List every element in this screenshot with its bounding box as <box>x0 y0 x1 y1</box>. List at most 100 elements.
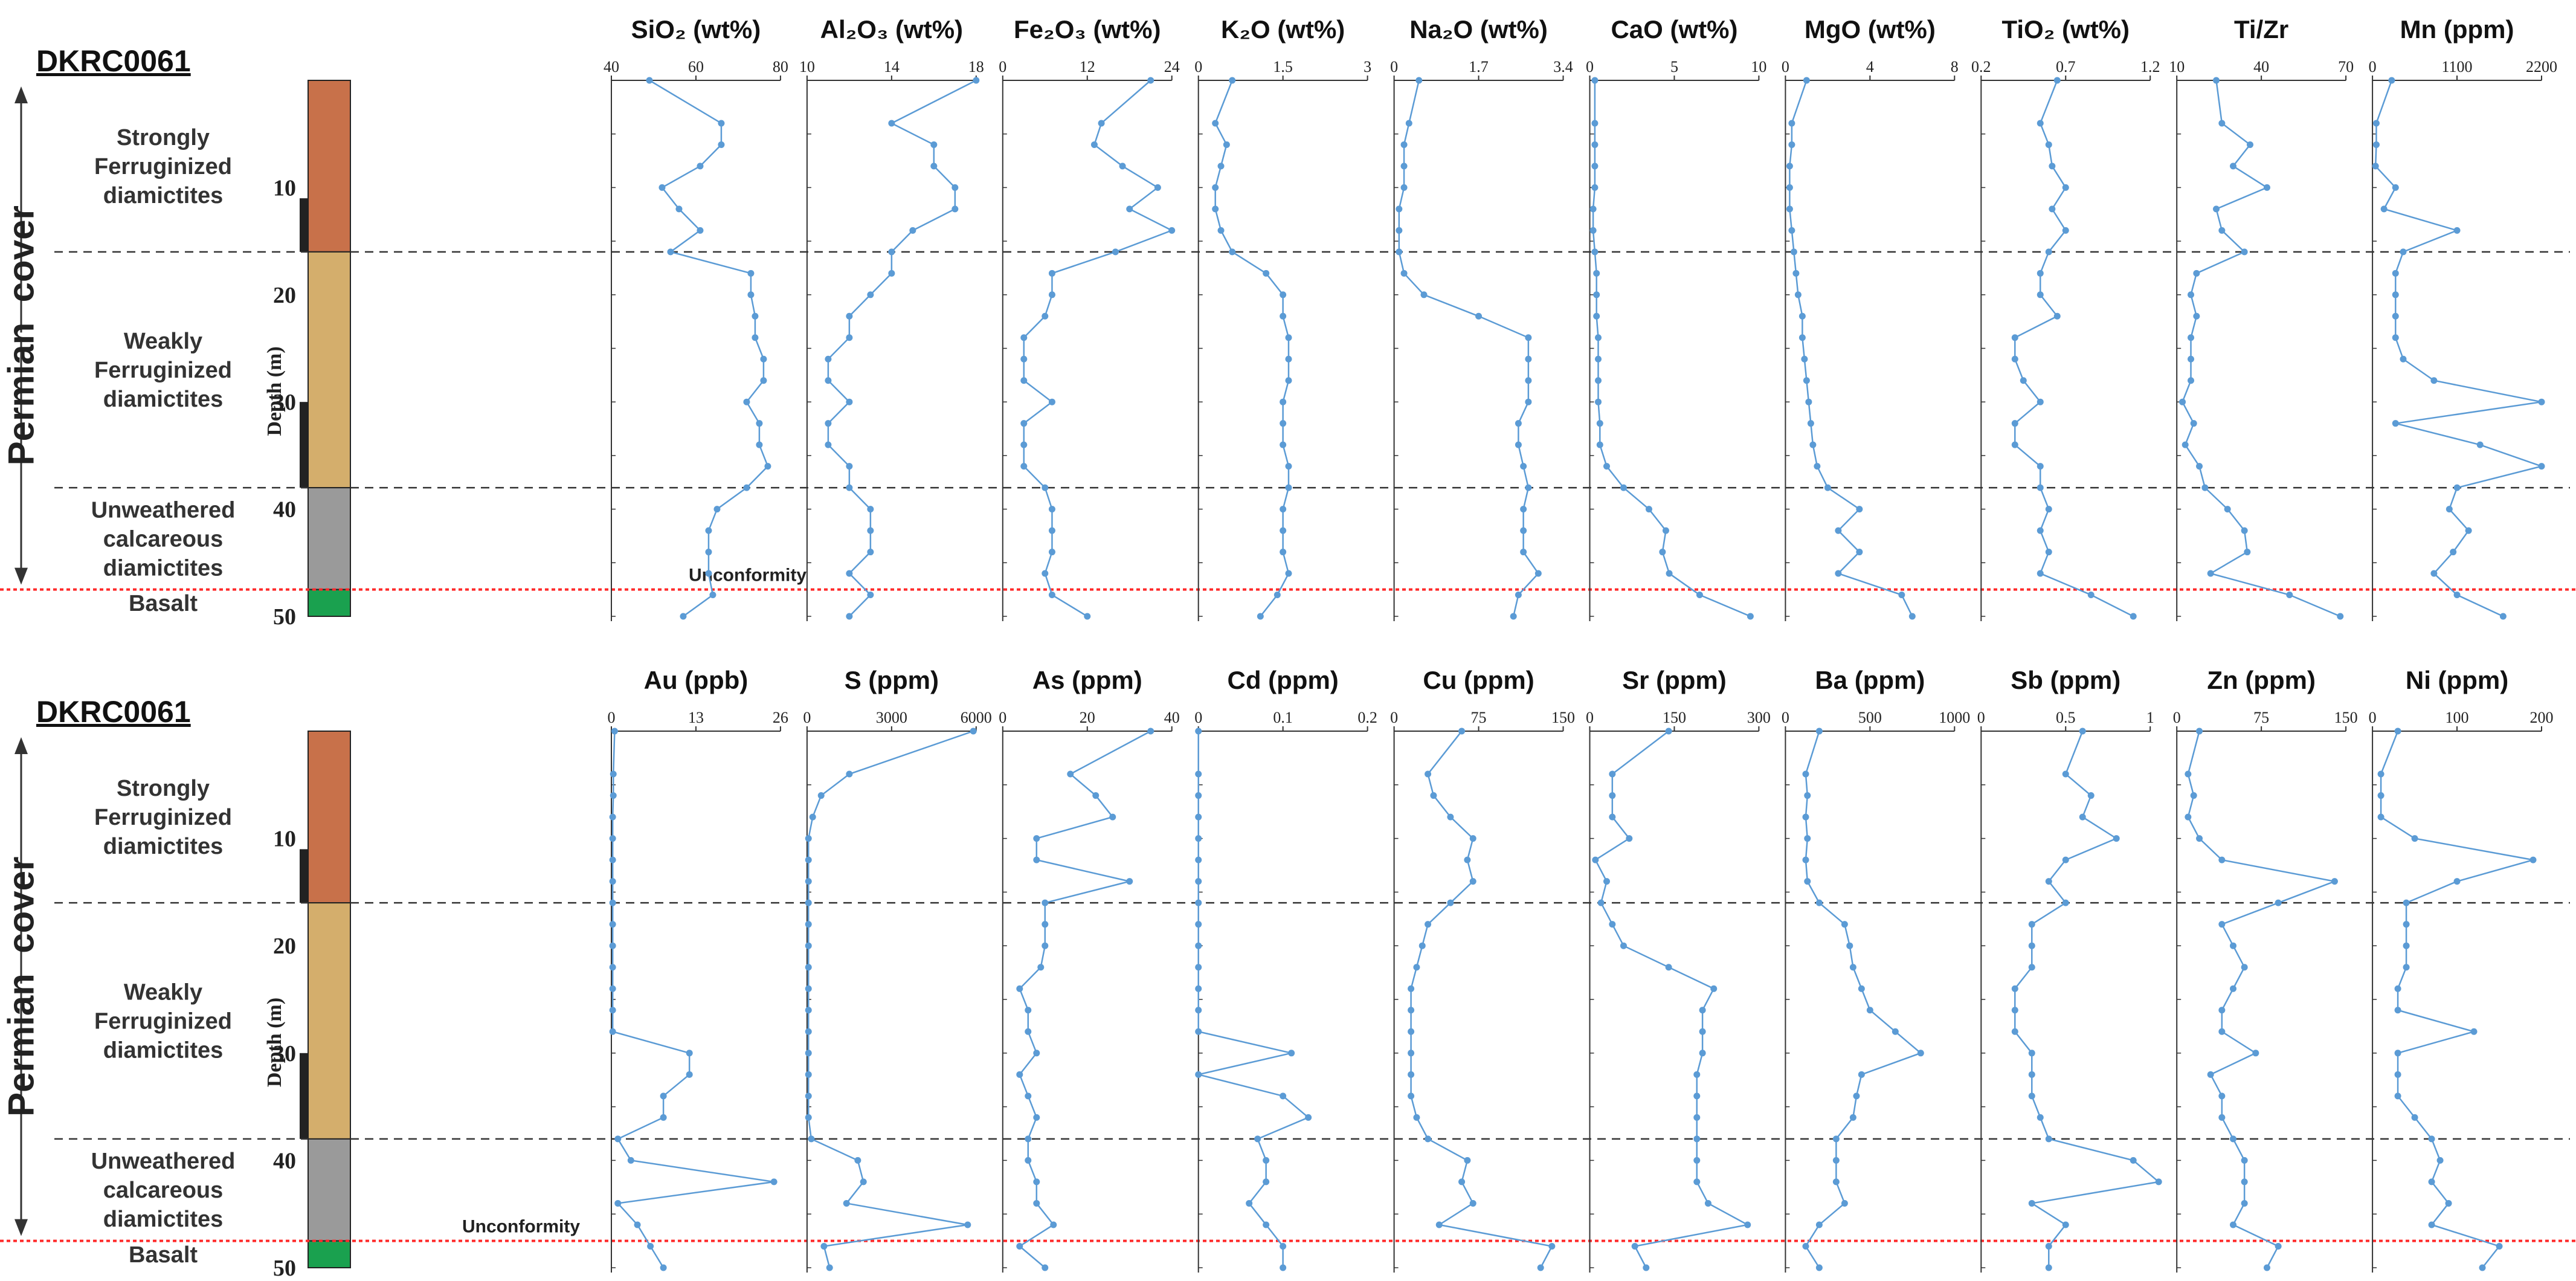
data-point <box>1786 205 1793 213</box>
x-tick-label: 0 <box>1390 58 1398 76</box>
cover-arrow-gap <box>4 983 38 990</box>
data-point <box>2062 899 2069 906</box>
data-point <box>1042 484 1049 491</box>
data-point <box>2185 813 2192 821</box>
panel-title: Ba (ppm) <box>1815 666 1925 694</box>
data-point <box>2049 205 2056 213</box>
data-point <box>1263 269 1270 277</box>
data-point <box>1693 1114 1701 1121</box>
data-point <box>1195 1028 1202 1035</box>
data-point <box>660 1114 667 1121</box>
data-point <box>1217 227 1225 234</box>
data-point <box>2062 227 2069 234</box>
data-point <box>1020 355 1028 363</box>
unit-label-3: calcareous <box>103 526 224 552</box>
data-point <box>2011 441 2018 448</box>
x-tick-label: 18 <box>968 58 984 76</box>
data-point <box>2130 1157 2137 1164</box>
data-point <box>1469 1199 1476 1207</box>
permian-cover-label: Permian cover <box>1 857 42 1117</box>
data-point <box>1020 463 1028 470</box>
panel-5: Na₂O (wt%) 0 1.7 3.4 <box>1390 15 1573 621</box>
x-tick-label: 70 <box>2338 58 2354 76</box>
depth-tick-label: 50 <box>273 1256 296 1281</box>
data-point <box>1801 355 1808 363</box>
data-point <box>2286 592 2293 599</box>
data-point <box>1400 269 1408 277</box>
x-tick-label: 3.4 <box>1553 58 1573 76</box>
data-point <box>1917 1050 1924 1057</box>
data-point <box>2045 506 2052 513</box>
data-point <box>1788 227 1795 234</box>
data-point <box>1835 527 1842 534</box>
data-point <box>1033 1199 1040 1207</box>
data-point <box>2377 770 2384 778</box>
x-tick-label: 0.7 <box>2056 58 2076 76</box>
data-point <box>1515 441 1522 448</box>
data-point <box>2045 1264 2052 1271</box>
data-point <box>2476 441 2484 448</box>
data-point <box>1609 770 1616 778</box>
data-point <box>826 1264 833 1271</box>
data-point <box>888 269 895 277</box>
panel-9: Ti/Zr 10 40 70 <box>2169 15 2354 621</box>
data-point <box>1802 1242 1809 1250</box>
data-point <box>930 141 938 148</box>
data-point <box>2453 484 2461 491</box>
data-point <box>1408 1071 1415 1078</box>
data-point <box>718 141 725 148</box>
data-point <box>1280 1242 1287 1250</box>
depth-tick-label: 50 <box>273 604 296 630</box>
data-point <box>1520 463 1527 470</box>
x-tick-label: 10 <box>2169 58 2185 76</box>
panel-title: Ni (ppm) <box>2406 666 2508 694</box>
data-point <box>1195 878 1202 885</box>
data-point <box>1090 141 1098 148</box>
data-point <box>1285 334 1292 341</box>
data-point <box>2224 506 2231 513</box>
data-point <box>1805 398 1812 405</box>
unit-label-1: diamictites <box>103 183 224 208</box>
depth-axis-label: Depth (m) <box>263 998 286 1087</box>
data-point <box>2403 942 2410 949</box>
data-point <box>846 398 853 405</box>
x-tick-label: 0 <box>2369 58 2377 76</box>
x-tick-label: 13 <box>688 709 704 726</box>
data-point <box>1195 921 1202 928</box>
data-point <box>1425 770 1432 778</box>
data-point <box>952 184 959 191</box>
data-point <box>1515 420 1522 427</box>
data-point <box>2155 1178 2162 1186</box>
data-point <box>1591 77 1599 84</box>
data-point <box>1048 527 1055 534</box>
series-line <box>2014 731 2161 1268</box>
data-point <box>2028 921 2035 928</box>
x-tick-label: 1000 <box>1939 709 1970 726</box>
data-point <box>1802 856 1809 863</box>
panel-title: Cu (ppm) <box>1423 666 1534 694</box>
data-point <box>1593 291 1600 298</box>
unit-label-2: Ferruginized <box>94 1009 232 1034</box>
data-point <box>1665 964 1672 971</box>
data-point <box>1856 549 1863 556</box>
data-point <box>1790 248 1797 256</box>
data-point <box>2079 728 2086 735</box>
data-point <box>2230 163 2236 170</box>
cover-arrow-up-icon <box>14 86 28 103</box>
data-point <box>1597 899 1605 906</box>
depth-tick-label: 40 <box>273 1148 296 1173</box>
data-point <box>2185 770 2192 778</box>
data-point <box>2196 835 2203 842</box>
data-point <box>609 921 616 928</box>
data-point <box>1846 942 1853 949</box>
data-point <box>1048 291 1055 298</box>
data-point <box>1033 835 1040 842</box>
panel-title: As (ppm) <box>1032 666 1142 694</box>
data-point <box>1589 227 1597 234</box>
x-tick-label: 12 <box>1080 58 1095 76</box>
data-point <box>680 613 687 620</box>
data-point <box>1400 184 1408 191</box>
data-point <box>2062 1221 2069 1228</box>
data-point <box>1898 592 1905 599</box>
data-point <box>1659 549 1666 556</box>
